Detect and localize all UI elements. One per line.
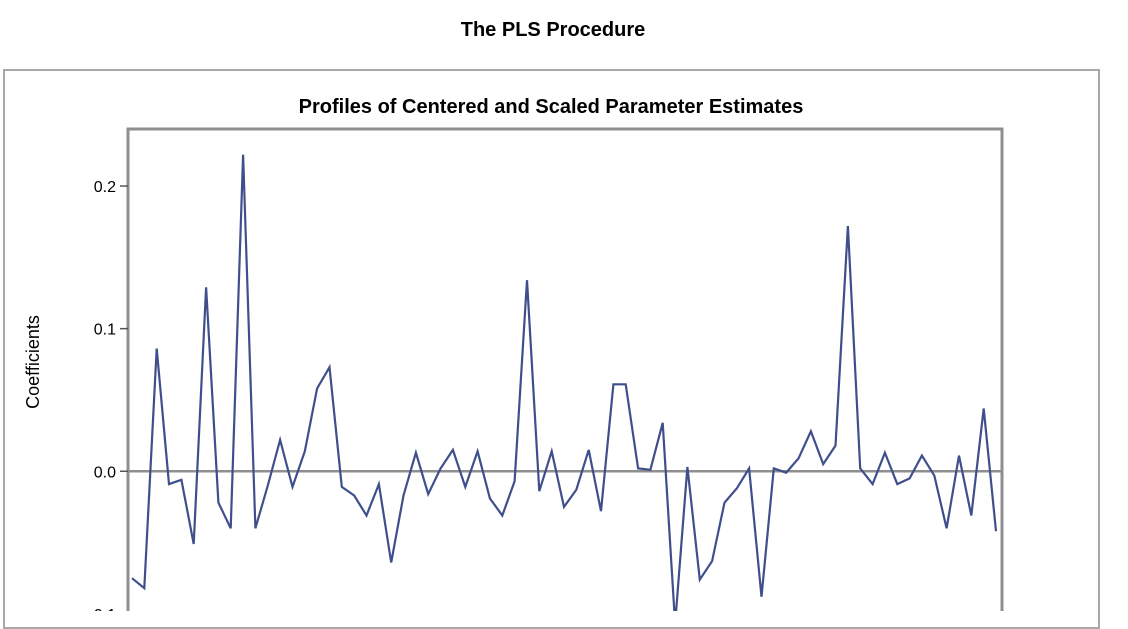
chart: Profiles of Centered and Scaled Paramete… bbox=[23, 96, 1004, 611]
y-axis-label: Coefficients bbox=[23, 315, 43, 409]
y-tick-label: 0.0 bbox=[94, 464, 116, 481]
y-tick-label: 0.1 bbox=[94, 322, 116, 339]
chart-frame: Profiles of Centered and Scaled Paramete… bbox=[3, 69, 1100, 629]
y-tick-label: 0.2 bbox=[94, 179, 116, 196]
series-line bbox=[131, 154, 998, 611]
plot-area bbox=[126, 127, 1004, 611]
chart-title: Profiles of Centered and Scaled Paramete… bbox=[299, 96, 804, 118]
page-title: The PLS Procedure bbox=[460, 19, 646, 41]
